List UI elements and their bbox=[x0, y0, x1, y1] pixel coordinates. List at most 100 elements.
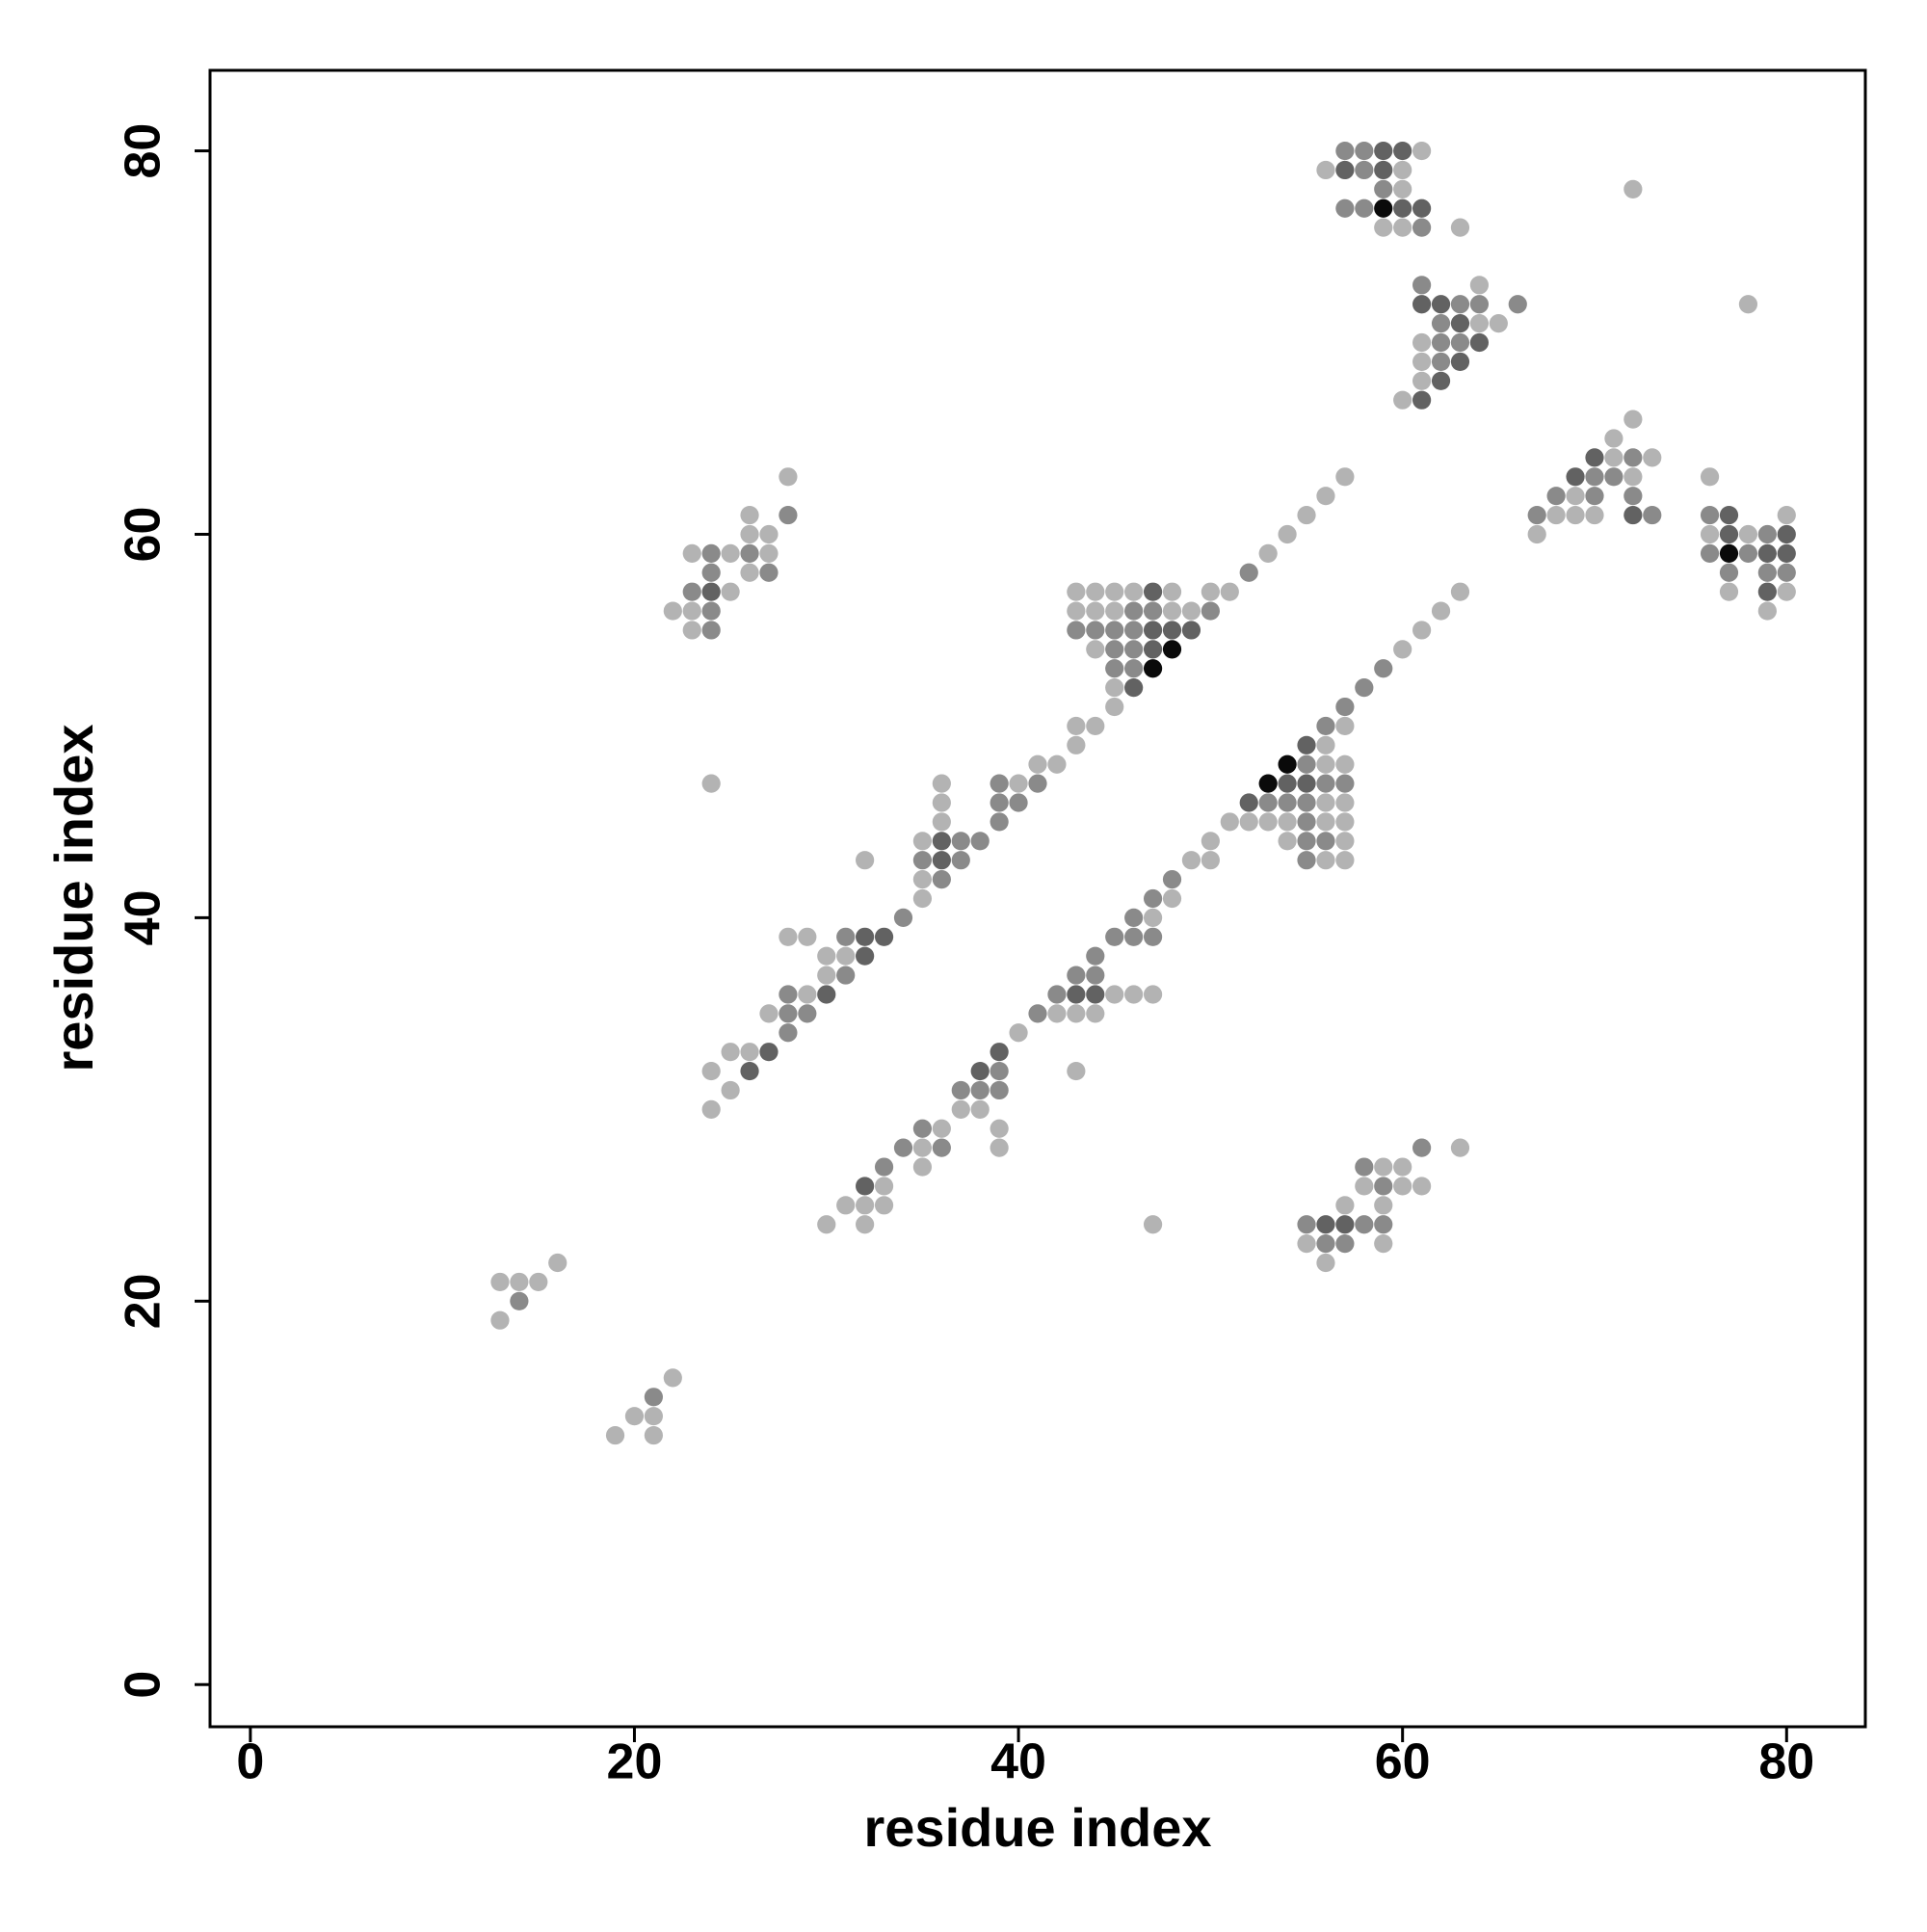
contact-point bbox=[1220, 582, 1239, 601]
contact-point bbox=[912, 888, 933, 909]
contact-point bbox=[701, 563, 721, 582]
contact-point bbox=[1469, 314, 1489, 333]
contact-point bbox=[1374, 179, 1393, 198]
contact-point bbox=[1086, 1004, 1105, 1023]
contact-point bbox=[1450, 352, 1470, 372]
contact-point bbox=[1162, 621, 1182, 640]
contact-point bbox=[1297, 793, 1316, 812]
contact-point bbox=[1469, 295, 1489, 314]
contact-point bbox=[1757, 563, 1777, 582]
contact-point bbox=[1355, 1157, 1374, 1177]
contact-point bbox=[1374, 1157, 1393, 1177]
contact-point bbox=[1143, 985, 1163, 1004]
contact-point bbox=[740, 1061, 759, 1081]
contact-point bbox=[1086, 946, 1105, 966]
contact-point bbox=[1355, 1215, 1374, 1234]
contact-point bbox=[893, 1138, 913, 1157]
contact-point bbox=[1316, 735, 1335, 754]
contact-point bbox=[1374, 198, 1393, 218]
contact-point bbox=[721, 1043, 740, 1062]
contact-point bbox=[932, 774, 951, 793]
contact-point bbox=[1393, 1177, 1412, 1196]
contact-point bbox=[1335, 141, 1355, 161]
contact-point bbox=[1258, 774, 1278, 793]
contact-point bbox=[1009, 1023, 1028, 1043]
contact-point bbox=[1143, 621, 1163, 640]
plot-frame bbox=[208, 68, 1867, 1729]
contact-point bbox=[856, 927, 875, 946]
contact-point bbox=[759, 1043, 779, 1062]
contact-point bbox=[836, 927, 856, 946]
contact-point bbox=[1124, 582, 1144, 601]
contact-point bbox=[1143, 601, 1163, 621]
contact-point bbox=[1431, 295, 1451, 314]
contact-point bbox=[1335, 812, 1355, 832]
contact-point bbox=[510, 1291, 529, 1310]
y-tick-label: 60 bbox=[116, 507, 172, 563]
contact-point bbox=[1719, 543, 1739, 563]
contact-point bbox=[1585, 505, 1604, 525]
contact-point bbox=[1700, 524, 1720, 544]
contact-point bbox=[798, 985, 817, 1004]
contact-point bbox=[912, 1157, 933, 1177]
contact-point bbox=[1086, 621, 1105, 640]
contact-point bbox=[1450, 314, 1470, 333]
contact-point bbox=[1105, 640, 1124, 659]
contact-point bbox=[779, 505, 798, 525]
contact-point bbox=[1412, 141, 1432, 161]
contact-point bbox=[1201, 601, 1220, 621]
contact-point bbox=[663, 1368, 682, 1388]
contact-point bbox=[1700, 467, 1720, 487]
contact-point bbox=[1297, 832, 1316, 851]
contact-point bbox=[1067, 985, 1086, 1004]
contact-point bbox=[990, 793, 1009, 812]
contact-point bbox=[1374, 1177, 1393, 1196]
contact-point bbox=[1067, 1061, 1086, 1081]
contact-point bbox=[874, 1196, 894, 1215]
contact-point bbox=[893, 908, 913, 927]
contact-point bbox=[1412, 1177, 1432, 1196]
contact-point bbox=[1297, 774, 1316, 793]
contact-point bbox=[1335, 774, 1355, 793]
contact-point bbox=[1143, 582, 1163, 601]
contact-point bbox=[1297, 1215, 1316, 1234]
contact-point bbox=[951, 1080, 970, 1100]
contact-point bbox=[1450, 1138, 1470, 1157]
contact-point bbox=[1412, 218, 1432, 237]
contact-point bbox=[701, 601, 721, 621]
contact-point bbox=[1585, 487, 1604, 506]
contact-point bbox=[856, 1215, 875, 1234]
contact-point bbox=[1777, 505, 1796, 525]
contact-point bbox=[1086, 601, 1105, 621]
x-tick-label: 20 bbox=[607, 1734, 663, 1790]
contact-point bbox=[779, 467, 798, 487]
contact-point bbox=[1124, 640, 1144, 659]
contact-point bbox=[1643, 448, 1662, 467]
contact-point bbox=[1527, 505, 1546, 525]
contact-point bbox=[1162, 601, 1182, 621]
contact-point bbox=[701, 621, 721, 640]
contact-point bbox=[1143, 888, 1163, 909]
contact-point bbox=[1278, 774, 1297, 793]
contact-point bbox=[1009, 774, 1028, 793]
contact-point bbox=[663, 601, 682, 621]
contact-point bbox=[1067, 966, 1086, 985]
contact-point bbox=[1393, 390, 1412, 410]
contact-point bbox=[1067, 582, 1086, 601]
contact-point bbox=[1757, 524, 1777, 544]
contact-point bbox=[1258, 812, 1278, 832]
contact-point bbox=[1431, 332, 1451, 353]
contact-point bbox=[1355, 1177, 1374, 1196]
contact-point bbox=[1374, 141, 1393, 161]
contact-point bbox=[1047, 985, 1067, 1004]
contact-point bbox=[1738, 524, 1758, 544]
contact-point bbox=[529, 1272, 548, 1292]
contact-point bbox=[912, 851, 933, 870]
contact-point bbox=[1105, 927, 1124, 946]
contact-point bbox=[1700, 505, 1720, 525]
contact-point bbox=[1143, 640, 1163, 659]
contact-point bbox=[932, 851, 951, 870]
contact-point bbox=[1028, 754, 1047, 774]
contact-point bbox=[990, 774, 1009, 793]
